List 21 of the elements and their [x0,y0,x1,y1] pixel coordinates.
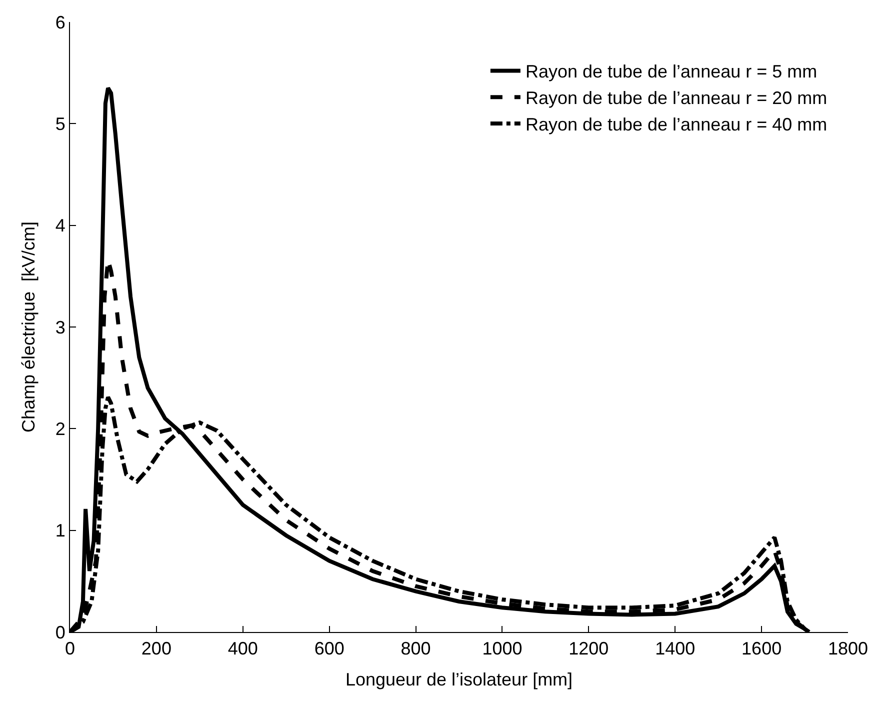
x-tick-label: 1000 [482,638,522,659]
y-tick-label: 1 [55,520,66,541]
x-tick-label: 600 [314,638,344,659]
legend-label: Rayon de tube de l’anneau r = 20 mm [525,88,828,108]
x-tick-label: 1400 [655,638,696,659]
y-axis-title: Champ électrique [kV/cm] [18,221,39,433]
legend-label: Rayon de tube de l’anneau r = 40 mm [525,114,828,135]
y-tick-label: 2 [55,418,66,439]
legend-label: Rayon de tube de l’anneau r = 5 mm [525,62,818,82]
x-tick-label: 400 [228,638,258,659]
x-axis-title: Longueur de l’isolateur [mm] [345,670,573,690]
x-tick-label: 1600 [742,638,782,659]
y-tick-label: 4 [55,216,66,236]
y-tick-label: 3 [55,317,66,338]
y-tick-label: 5 [55,114,66,134]
y-tick-label: 6 [55,12,66,32]
x-tick-label: 1200 [568,638,609,659]
x-tick-label: 1800 [828,638,868,659]
y-tick-label: 0 [55,622,66,642]
x-tick-label: 800 [400,638,431,659]
x-tick-label: 200 [141,638,172,659]
